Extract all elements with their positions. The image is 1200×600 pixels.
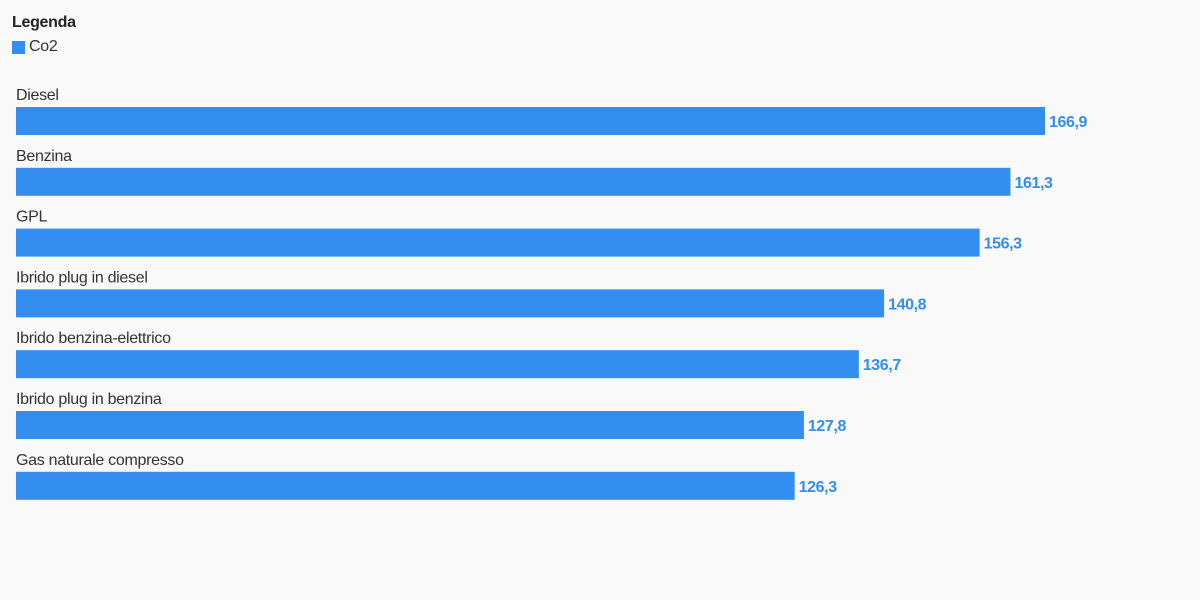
category-label: GPL [16,209,48,226]
bar-row: Benzina 161,3 [16,148,1053,196]
category-label: Diesel [16,87,59,104]
bar-row: Diesel 166,9 [16,87,1088,135]
value-label: 166,9 [1049,114,1088,131]
category-label: Benzina [16,148,72,165]
bar[interactable] [16,350,859,379]
value-label: 126,3 [799,479,838,496]
bar[interactable] [16,411,804,439]
legend-label: Co2 [29,38,58,55]
value-label: 140,8 [888,296,927,313]
legend-swatch [12,40,25,54]
bar[interactable] [16,167,1011,196]
legend-title: Legenda [12,14,76,31]
bar-row: Gas naturale compresso 126,3 [16,452,838,500]
value-label: 161,3 [1014,175,1053,192]
bar-row: Ibrido benzina-elettrico 136,7 [16,330,902,379]
bar[interactable] [16,228,980,257]
category-label: Ibrido plug in benzina [16,391,162,408]
bar-row: GPL 156,3 [16,209,1023,257]
category-label: Ibrido benzina-elettrico [16,330,171,347]
bar[interactable] [16,289,885,318]
legend-entry-co2[interactable]: Co2 [12,38,58,56]
bar-row: Ibrido plug in benzina 127,8 [16,391,847,439]
bar-row: Ibrido plug in diesel 140,8 [16,269,927,318]
bar[interactable] [16,471,795,500]
category-label: Ibrido plug in diesel [16,269,148,286]
value-label: 136,7 [863,357,902,374]
bar[interactable] [16,107,1045,135]
category-label: Gas naturale compresso [16,452,184,469]
value-label: 156,3 [984,236,1023,253]
value-label: 127,8 [808,418,847,435]
